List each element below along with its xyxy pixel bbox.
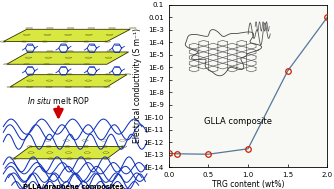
Polygon shape [7,52,129,64]
Polygon shape [13,146,124,159]
Text: $\it{In\ situ}$ melt ROP: $\it{In\ situ}$ melt ROP [27,95,90,106]
Y-axis label: Electrical conductivity (S m⁻¹): Electrical conductivity (S m⁻¹) [133,29,142,143]
Text: GLLA composite: GLLA composite [203,117,272,126]
Polygon shape [10,75,127,87]
Text: PLLA/graphene composites: PLLA/graphene composites [23,184,124,189]
X-axis label: TRG content (wt%): TRG content (wt%) [212,180,284,188]
Polygon shape [3,29,130,42]
